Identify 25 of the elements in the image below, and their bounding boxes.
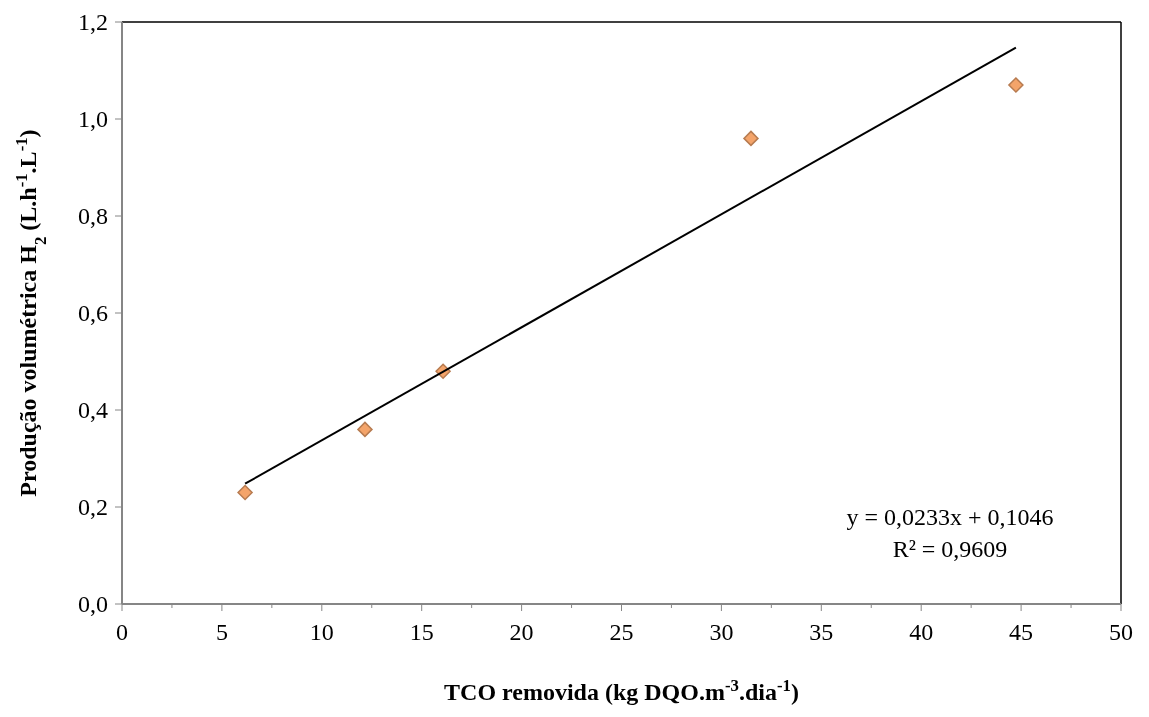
x-axis-title: TCO removida (kg DQO.m$^{-3}$.dia$^{-1}$) xyxy=(444,675,799,705)
x-tick-label: 10 xyxy=(309,619,334,645)
annotation: R² = 0,9609 xyxy=(892,536,1008,562)
x-tick-label: 20 xyxy=(509,619,534,645)
x-tick-label: 0 xyxy=(116,619,128,645)
y-tick-label: 0,0 xyxy=(78,591,108,617)
point xyxy=(743,130,759,147)
y-tick-label: 1,0 xyxy=(78,106,108,132)
x-tick-label: 45 xyxy=(1009,619,1034,645)
y-tick-label: 0,6 xyxy=(78,300,108,326)
y-tick-label: 0,4 xyxy=(78,397,108,423)
y-tick-label: 1,2 xyxy=(78,9,108,35)
x-tick-label: 40 xyxy=(909,619,934,645)
x-tick-label: 15 xyxy=(409,619,434,645)
x-tick-label: 35 xyxy=(809,619,834,645)
annotation: y = 0,0233x + 0,1046 xyxy=(846,504,1054,530)
x-tick-label: 25 xyxy=(609,619,634,645)
x-tick-label: 50 xyxy=(1109,619,1133,645)
x-tick-label: 30 xyxy=(709,619,734,645)
point xyxy=(1008,77,1024,93)
point xyxy=(237,484,253,501)
point xyxy=(357,421,373,438)
y-tick-label: 0,8 xyxy=(78,203,108,229)
y-tick-label: 0,2 xyxy=(78,494,108,520)
x-tick-label: 5 xyxy=(215,619,228,645)
